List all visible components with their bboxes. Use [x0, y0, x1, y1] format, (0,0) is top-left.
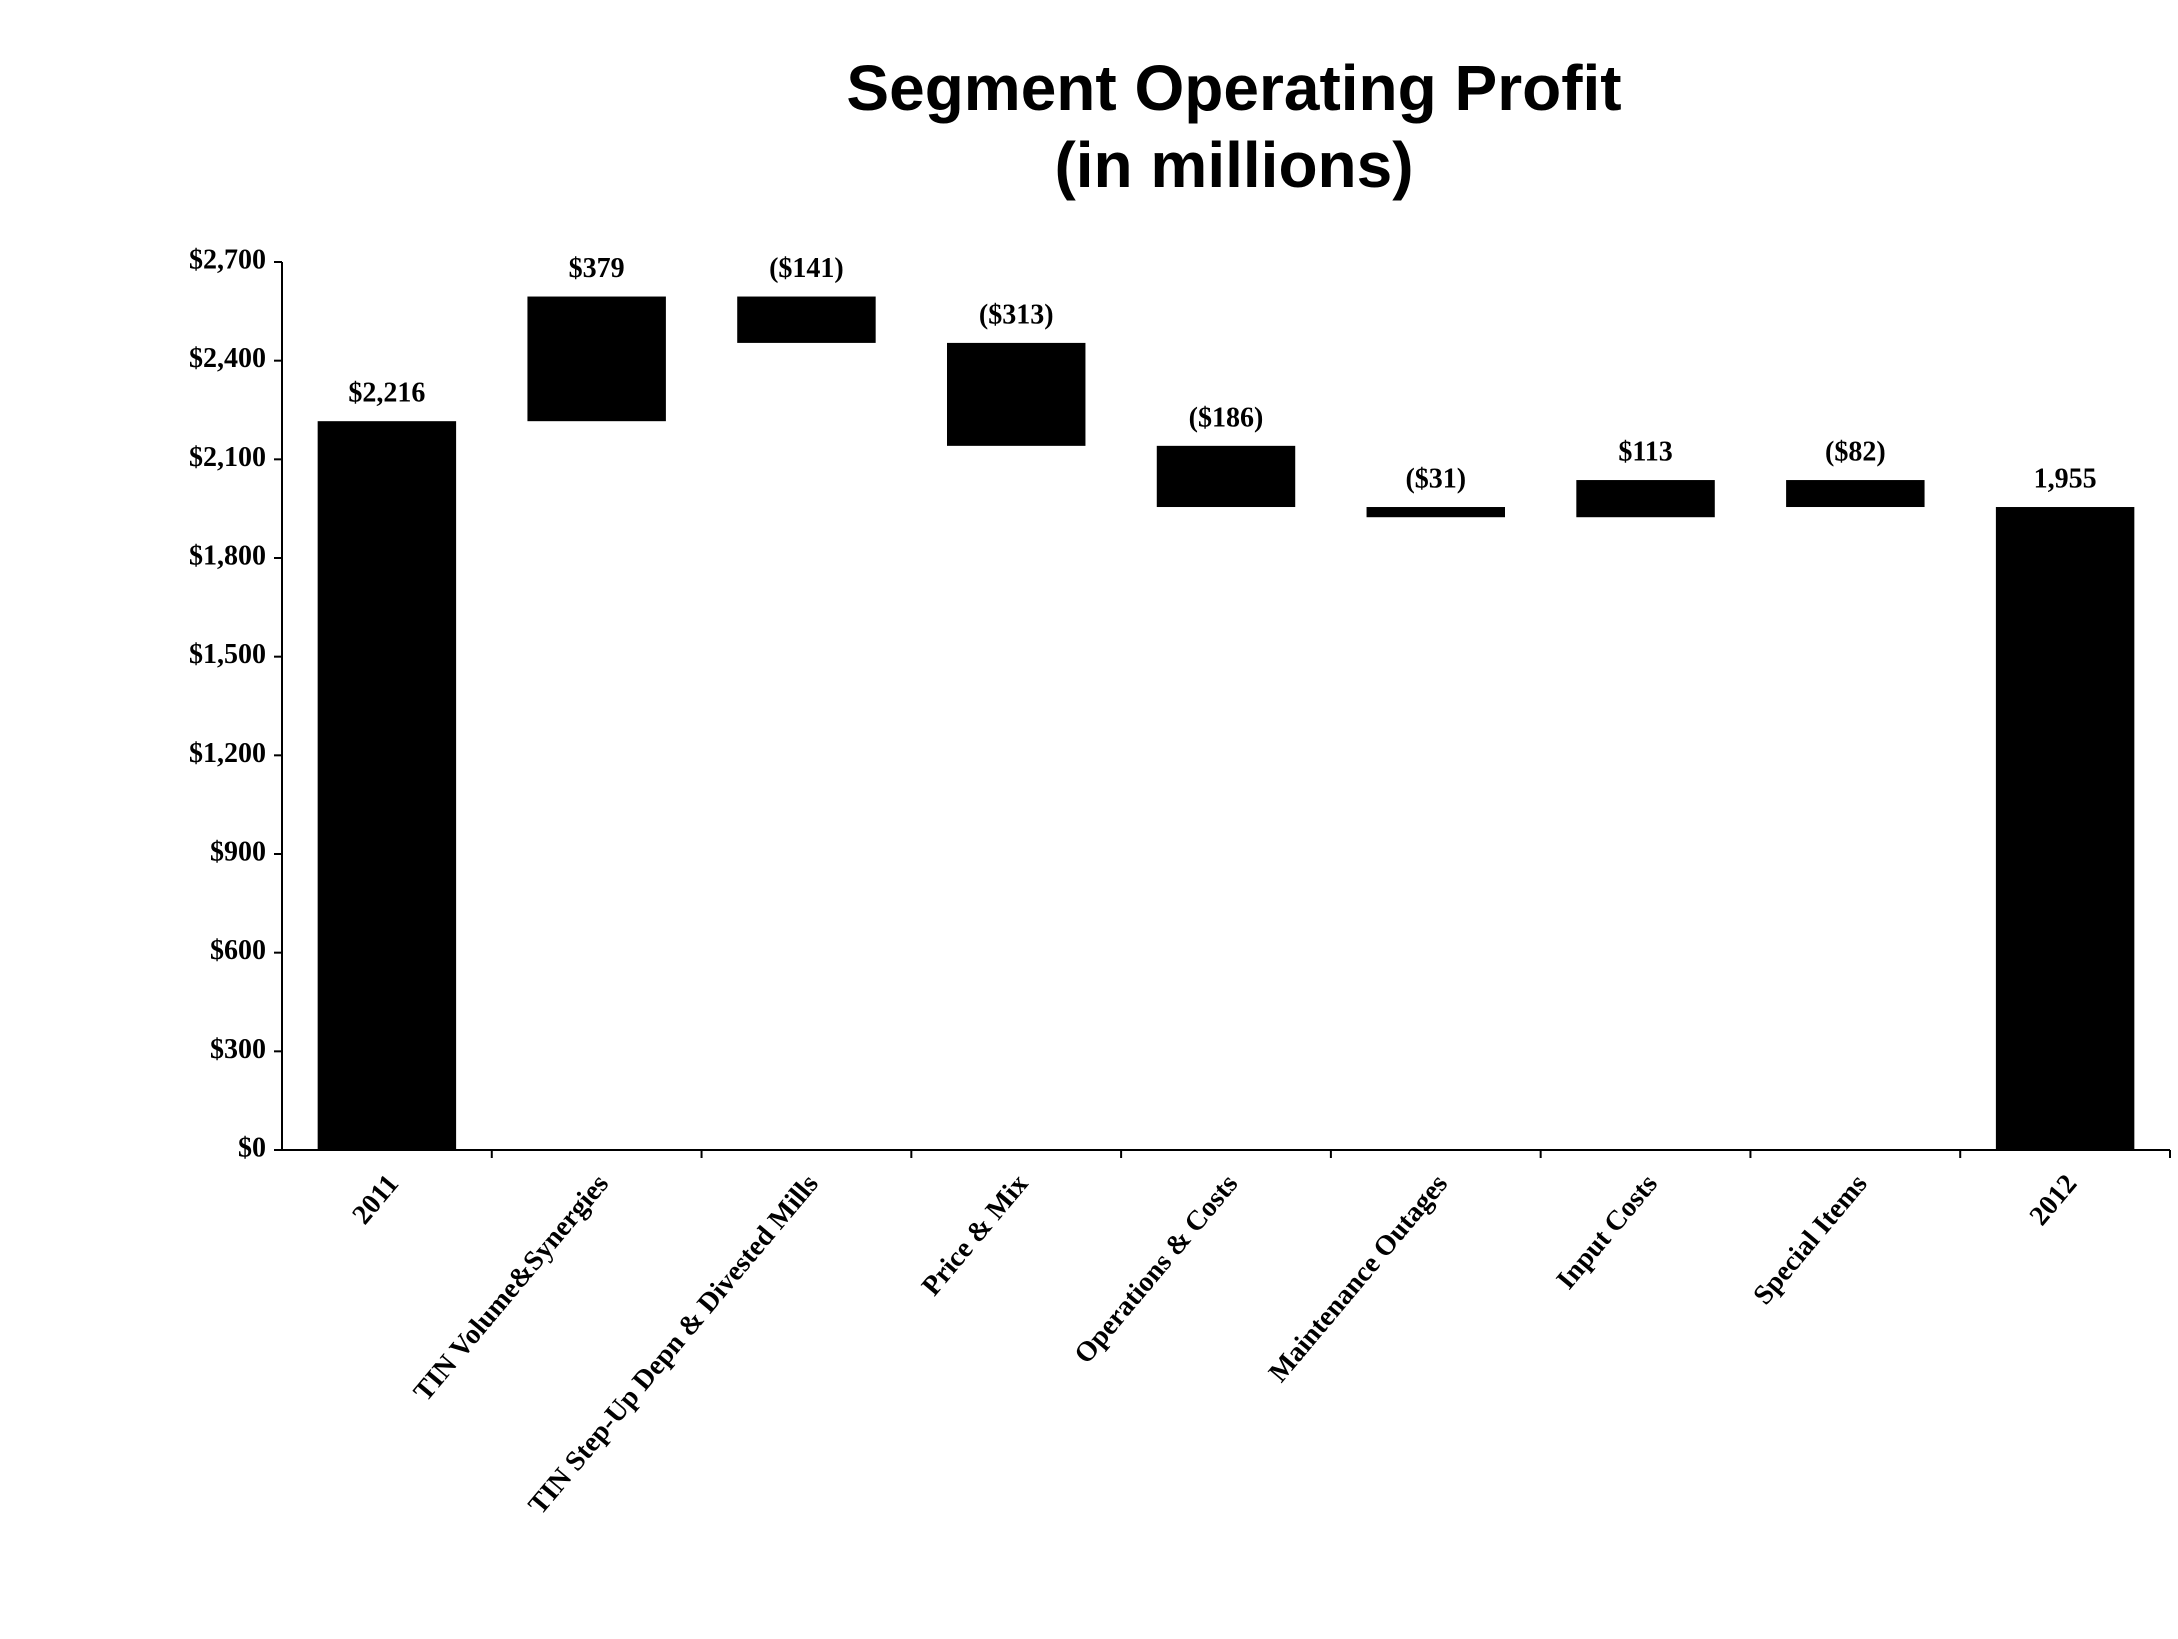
value-label: $2,216 — [348, 378, 425, 409]
value-label: $379 — [569, 253, 625, 284]
y-tick-label: $1,800 — [189, 540, 266, 571]
x-tick-label: Input Costs — [1551, 1169, 1664, 1296]
value-label: ($186) — [1189, 402, 1264, 433]
y-tick-label: $2,100 — [189, 442, 266, 473]
bar — [1576, 480, 1715, 518]
x-tick-label: TIN Volume&Synergies — [408, 1169, 615, 1408]
x-tick-label: 2012 — [2024, 1169, 2084, 1232]
value-label: ($31) — [1405, 463, 1466, 494]
bar — [1366, 507, 1506, 518]
y-tick-label: $1,200 — [189, 738, 266, 769]
x-tick-label: Price & Mix — [916, 1169, 1035, 1302]
y-tick-label: $2,400 — [189, 343, 266, 374]
value-label: ($313) — [979, 299, 1054, 330]
y-tick-label: $300 — [210, 1034, 266, 1065]
y-tick-label: $1,500 — [189, 639, 266, 670]
y-tick-label: $900 — [210, 836, 266, 867]
value-label: ($141) — [769, 253, 844, 284]
chart-subtitle: (in millions) — [1054, 129, 1413, 201]
value-label: 1,955 — [2034, 463, 2097, 494]
bar — [946, 342, 1086, 446]
bar — [1995, 507, 2135, 1150]
bar — [737, 296, 876, 343]
y-tick-label: $0 — [238, 1132, 266, 1163]
bar — [527, 296, 666, 422]
x-tick-label: Special Items — [1747, 1169, 1873, 1311]
bar — [317, 421, 457, 1150]
chart-title: Segment Operating Profit — [846, 52, 1621, 124]
bar — [1156, 445, 1296, 508]
x-tick-label: 2011 — [346, 1169, 405, 1231]
bar — [1786, 480, 1925, 508]
x-tick-label: Maintenance Outages — [1263, 1169, 1454, 1389]
value-label: $113 — [1618, 436, 1672, 467]
x-tick-label: Operations & Costs — [1069, 1169, 1245, 1370]
y-tick-label: $600 — [210, 935, 266, 966]
value-label: ($82) — [1825, 436, 1886, 467]
y-tick-label: $2,700 — [189, 244, 266, 275]
